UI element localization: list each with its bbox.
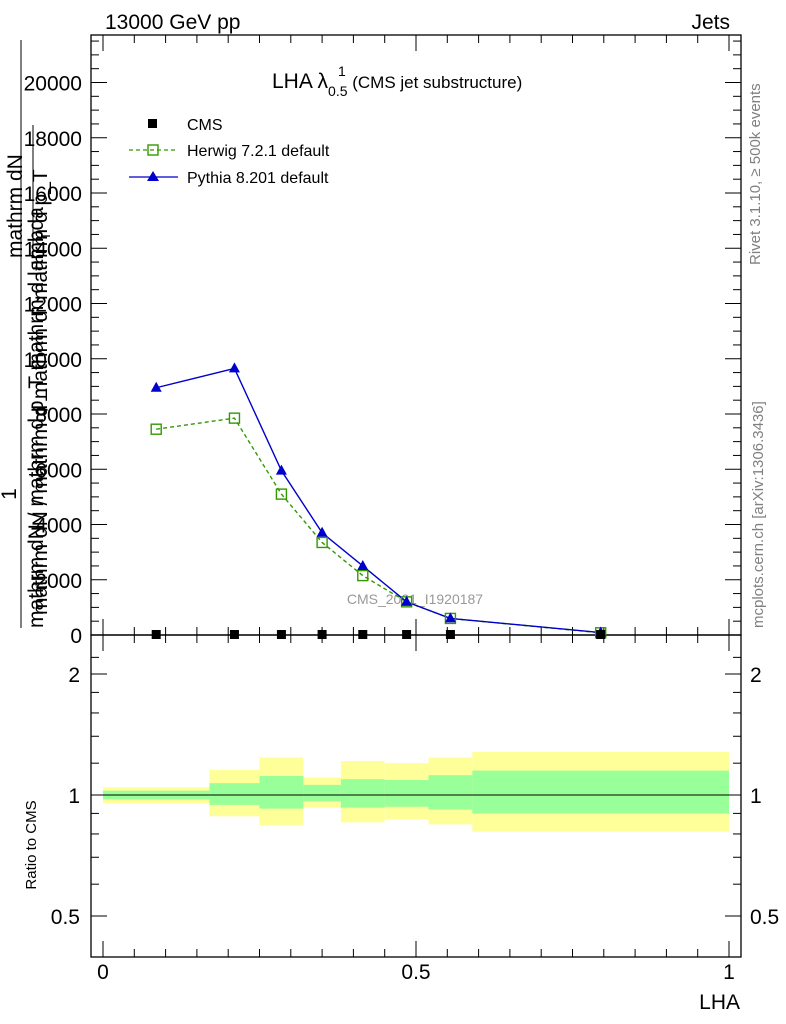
ratio-band-green (209, 783, 260, 805)
main-y-tick-label: 16000 (24, 183, 82, 206)
legend-herwig-marker (147, 144, 159, 156)
herwig-point (228, 412, 241, 424)
herwig-point (275, 488, 288, 500)
pythia-point (357, 559, 369, 570)
ratio-band-green (384, 779, 429, 807)
plot-title-sup: 1 (338, 63, 346, 79)
pythia-point (316, 526, 328, 537)
herwig-point (357, 569, 369, 582)
main-y-tick-label: 12000 (24, 294, 82, 317)
pythia-point (228, 362, 240, 373)
ratio-ylabel: Ratio to CMS (23, 800, 40, 889)
x-axis-label: LHA (699, 991, 740, 1014)
ratio-band-green (303, 784, 341, 802)
y-axis-title: 1 mathrm dN mathrm d p_T mathrm dN / mat… (0, 40, 53, 628)
ratio-band-green (472, 770, 729, 814)
pythia-series-line (156, 367, 601, 634)
ratio-band-green (259, 775, 304, 809)
main-y-tick-label: 6000 (35, 459, 82, 482)
cms-point (402, 630, 412, 639)
x-tick-label: 0 (97, 961, 109, 984)
cms-point (229, 630, 239, 639)
ratio-y-tick-label-left: 2 (68, 664, 80, 687)
plot-title-main: LHA λ (272, 70, 329, 93)
y-title-T: T (38, 232, 53, 240)
pythia-point (150, 381, 162, 392)
legend-cms-marker (148, 119, 157, 128)
side-label-mcplots: mcplots.cern.ch [arXiv:1306.3436] (750, 401, 767, 628)
pythia-point (275, 464, 287, 475)
ratio-y-tick-label-right: 0.5 (750, 906, 779, 929)
pythia-point (401, 595, 413, 606)
cms-point (596, 630, 606, 639)
legend: CMS Herwig 7.2.1 default Pythia 8.201 de… (129, 117, 330, 187)
main-y-tick-label: 2000 (35, 570, 82, 593)
main-y-tick-label: 20000 (24, 73, 82, 96)
ratio-band-green (428, 775, 473, 810)
main-y-tick-label: 18000 (24, 128, 82, 151)
legend-pythia-marker (147, 171, 159, 181)
main-y-tick-label: 14000 (24, 238, 82, 261)
main-y-tick-label: 8000 (35, 404, 82, 427)
x-tick-label: 0.5 (401, 961, 430, 984)
legend-herwig-label: Herwig 7.2.1 default (187, 143, 330, 160)
ratio-y-tick-label-left: 0.5 (51, 906, 80, 929)
plot-title-suffix: (CMS jet substructure) (348, 73, 523, 92)
header-energy: 13000 GeV pp (105, 11, 240, 34)
y-title-one: 1 (0, 488, 21, 500)
cms-point (151, 630, 161, 639)
x-tick-label: 1 (723, 961, 735, 984)
pythia-point (444, 612, 456, 623)
analysis-id: CMS_2021_I1920187 (347, 591, 483, 607)
ratio-y-tick-label-right: 1 (750, 785, 762, 808)
cms-point (317, 630, 327, 639)
plot-title: LHA λ0.5 (CMS jet substructure) (272, 70, 522, 99)
main-y-tick-label: 4000 (35, 515, 82, 538)
y-title-main: mathrm dN / mathrm d p_T mathrm d lambda (25, 207, 48, 628)
plot-title-sub: 0.5 (328, 83, 348, 99)
y-title-extra: mathrm dN / mathrm d mathrm d (29, 310, 52, 615)
ratio-y-tick-label-right: 2 (750, 664, 762, 687)
chart-marks: 0 2000 4000 6000 8000 10000 12000 14000 16000 180… (24, 34, 779, 984)
cms-point (276, 630, 286, 639)
legend-cms-label: CMS (187, 117, 223, 134)
cms-point (358, 630, 368, 639)
ratio-band-green (340, 779, 385, 808)
main-y-tick-label: 10000 (24, 349, 82, 372)
y-title-frac-bottom: mathrm d p_T (29, 169, 52, 300)
header-process: Jets (691, 11, 730, 34)
main-y-tick-label: 0 (70, 625, 82, 648)
herwig-point (316, 536, 328, 549)
legend-pythia-label: Pythia 8.201 default (187, 170, 329, 187)
ratio-y-tick-label-left: 1 (68, 785, 80, 808)
side-label-rivet: Rivet 3.1.10, ≥ 500k events (747, 83, 764, 265)
cms-point (445, 630, 455, 639)
herwig-point (150, 423, 162, 435)
